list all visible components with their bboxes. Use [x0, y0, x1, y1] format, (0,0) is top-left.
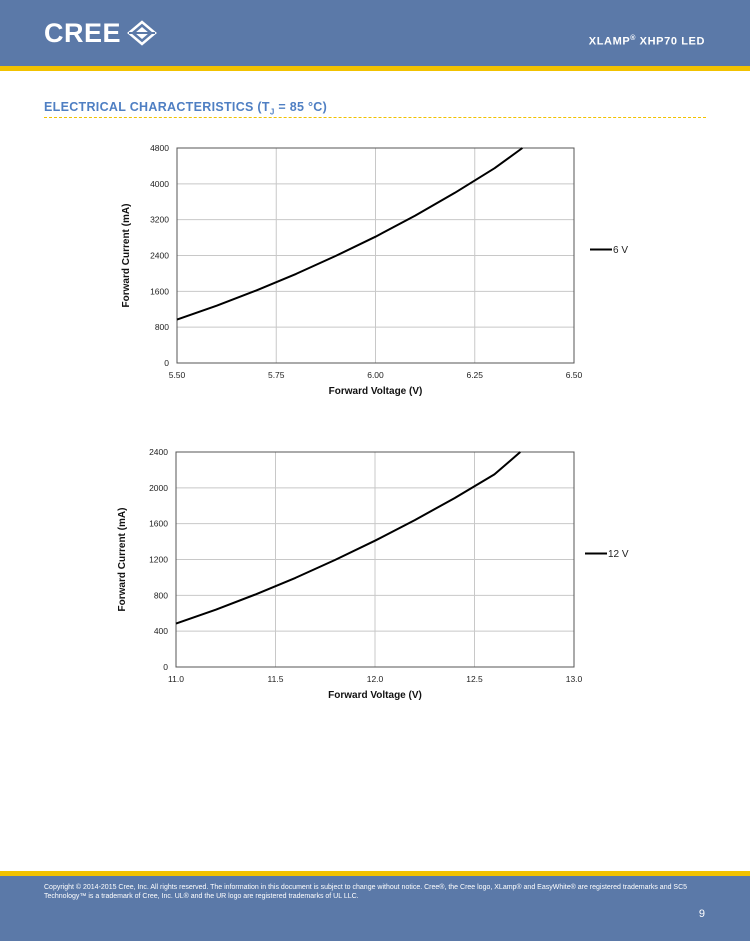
- footer-stripe: [0, 871, 750, 876]
- forward-current-chart-6v: 5.50 5.75 6.00 6.25 6.50 0 800 1600 2400 3200 4000…: [121, 143, 628, 397]
- y-tick-label: 1600: [149, 519, 168, 529]
- copyright-notice: Copyright © 2014-2015 Cree, Inc. All rig…: [44, 884, 688, 900]
- x-tick-label: 11.5: [268, 674, 284, 684]
- forward-current-chart-12v: 11.0 11.5 12.0 12.5 13.0 0 400 800 1200 1600 2000 2…: [117, 447, 629, 701]
- y-tick-label: 2400: [149, 447, 168, 457]
- y-tick-label: 2400: [150, 251, 169, 261]
- section-divider: [44, 117, 706, 118]
- y-tick-label: 4800: [150, 143, 169, 153]
- y-tick-label: 4000: [150, 179, 169, 189]
- series-line: [175, 451, 521, 625]
- x-tick-label: 6.50: [566, 370, 583, 380]
- y-tick-label: 2000: [149, 483, 168, 493]
- legend-label: 6 V: [613, 245, 628, 256]
- y-axis-label: Forward Current (mA): [121, 204, 132, 308]
- x-axis-label: Forward Voltage (V): [329, 386, 423, 397]
- y-tick-label: 0: [164, 358, 169, 368]
- cree-diamond-icon: [127, 20, 157, 46]
- x-tick-label: 6.25: [466, 370, 483, 380]
- y-tick-label: 800: [154, 590, 168, 600]
- y-tick-label: 1600: [150, 286, 169, 296]
- header-stripe: [0, 66, 750, 71]
- x-tick-label: 12.5: [466, 674, 483, 684]
- x-tick-label: 6.00: [367, 370, 384, 380]
- x-tick-label: 11.0: [168, 674, 184, 684]
- page-footer: Copyright © 2014-2015 Cree, Inc. All rig…: [0, 876, 750, 941]
- y-tick-label: 3200: [150, 215, 169, 225]
- x-axis-label: Forward Voltage (V): [328, 690, 422, 701]
- page-header: CREE XLAMP® XHP70 LED: [0, 0, 750, 66]
- series-line: [176, 147, 523, 321]
- x-tick-label: 5.50: [169, 370, 186, 380]
- y-axis-label: Forward Current (mA): [117, 508, 128, 612]
- page-number: 9: [698, 908, 705, 920]
- y-tick-label: 1200: [149, 555, 168, 565]
- cree-logo: CREE: [44, 18, 157, 48]
- section-title: ELECTRICAL CHARACTERISTICS (TJ = 85 °C): [44, 100, 328, 117]
- legend-label: 12 V: [608, 549, 629, 560]
- plot-frame: [175, 451, 575, 668]
- y-tick-label: 0: [163, 662, 168, 672]
- y-tick-label: 400: [154, 626, 168, 636]
- product-name: XLAMP® XHP70 LED: [588, 35, 705, 48]
- x-tick-label: 12.0: [367, 674, 384, 684]
- x-tick-label: 13.0: [566, 674, 583, 684]
- plot-frame: [176, 147, 575, 364]
- y-tick-label: 800: [155, 322, 169, 332]
- x-tick-label: 5.75: [268, 370, 285, 380]
- logo-text: CREE: [44, 18, 122, 48]
